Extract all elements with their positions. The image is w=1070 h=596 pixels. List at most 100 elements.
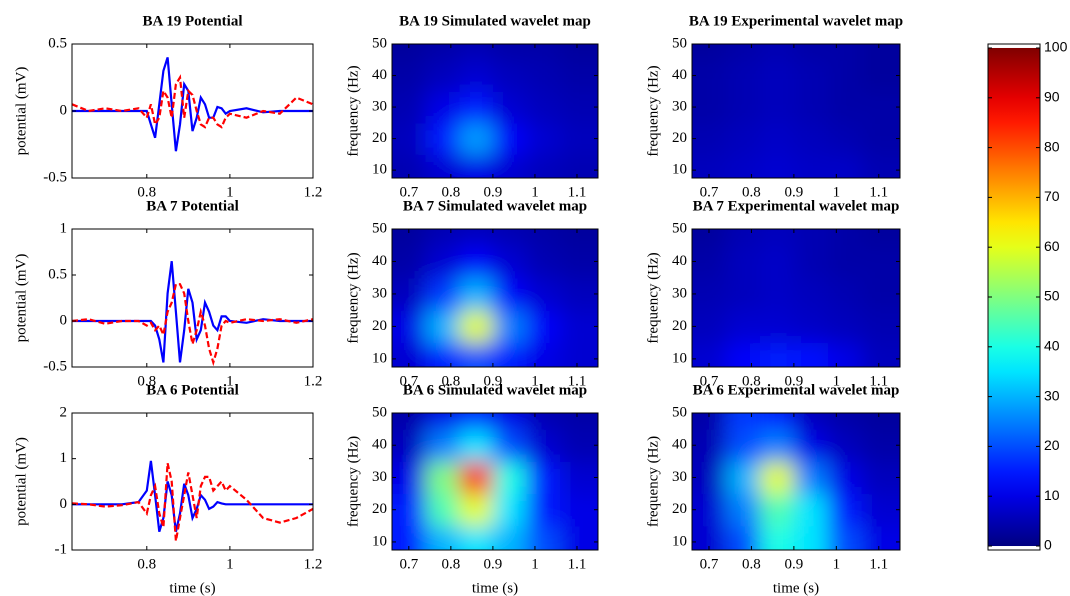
heatmap-area — [692, 44, 900, 178]
y-tick-label: 20 — [372, 501, 387, 517]
y-axis-label: frequency (Hz) — [345, 436, 361, 527]
y-tick-label: 40 — [372, 437, 387, 453]
x-tick-label: 1 — [833, 184, 841, 200]
colorbar-tick-label: 60 — [1044, 238, 1060, 254]
x-tick-label: 0.8 — [441, 373, 460, 389]
y-tick-label: 0 — [60, 496, 68, 512]
heatmap-cell — [492, 413, 528, 430]
y-axis-label: frequency (Hz) — [645, 252, 661, 343]
y-tick-label: 20 — [372, 130, 387, 146]
heatmap-cell — [861, 429, 900, 462]
heatmap-cell — [560, 525, 598, 550]
x-tick-label: 0.9 — [785, 184, 804, 200]
y-tick-label: 2 — [60, 404, 68, 420]
heatmap-cell — [759, 229, 795, 246]
heatmap-cell — [759, 461, 795, 495]
heatmap-cell — [793, 493, 829, 527]
heatmap-cell — [425, 229, 460, 246]
y-tick-label: 0.5 — [48, 266, 67, 282]
colorbar-tick-label: 50 — [1044, 288, 1060, 304]
heatmap-cell — [459, 154, 494, 178]
heatmap-cell — [692, 44, 727, 61]
heatmap-cell — [492, 44, 528, 61]
heatmap-cell — [793, 413, 829, 430]
heatmap-cell — [425, 429, 460, 462]
heatmap-cell — [459, 461, 494, 495]
heatmap-cell — [759, 59, 795, 92]
heatmap-cell — [759, 154, 795, 178]
heatmap-cell — [827, 277, 863, 311]
heatmap-cells — [392, 44, 598, 178]
heatmap-cell — [861, 310, 900, 344]
y-tick-label: -0.5 — [43, 358, 67, 374]
heatmap-cell — [827, 493, 863, 527]
heatmap-cell — [759, 310, 795, 344]
heatmap-cell — [560, 461, 598, 495]
heatmap-cell — [492, 229, 528, 246]
heatmap-cell — [526, 59, 561, 92]
heatmap-cell — [560, 310, 598, 344]
heatmap-area — [392, 229, 598, 367]
heatmap-cell — [425, 122, 460, 155]
x-tick-label: 0.8 — [137, 556, 156, 572]
x-tick-label: 1.1 — [568, 184, 587, 200]
heatmap-cell — [392, 342, 427, 367]
heatmap-cell — [492, 122, 528, 155]
heatmap-cell — [827, 461, 863, 495]
heatmap-cell — [827, 342, 863, 367]
heatmap-cell — [459, 413, 494, 430]
heatmap-cell — [861, 342, 900, 367]
heatmap-cell — [425, 493, 460, 527]
heatmap-cell — [725, 91, 761, 124]
heatmap-cell — [692, 342, 727, 367]
heatmap-cell — [492, 429, 528, 462]
heatmap-cell — [692, 461, 727, 495]
panel-title: BA 7 Experimental wavelet map — [693, 198, 900, 214]
heatmap-cell — [827, 91, 863, 124]
heatmap-cell — [492, 525, 528, 550]
panel-title: BA 19 Potential — [143, 13, 243, 29]
heatmap-cell — [692, 525, 727, 550]
heatmap-cell — [725, 342, 761, 367]
heatmap-cell — [861, 277, 900, 311]
axes-box — [71, 228, 314, 368]
panel-title: BA 19 Experimental wavelet map — [689, 13, 903, 29]
heatmap-cell — [793, 461, 829, 495]
heatmap-cell — [725, 245, 761, 279]
heatmap-cell — [526, 154, 561, 178]
x-tick-label: 0.7 — [399, 184, 418, 200]
heatmap-cell — [526, 310, 561, 344]
heatmap-cell — [526, 229, 561, 246]
heatmap-cell — [392, 461, 427, 495]
heatmap-cell — [425, 245, 460, 279]
heatmap-cell — [827, 122, 863, 155]
y-tick-label: 30 — [672, 469, 687, 485]
heatmap-cell — [861, 245, 900, 279]
heatmap-cell — [560, 229, 598, 246]
y-tick-label: 10 — [672, 533, 687, 549]
heatmap-cell — [392, 413, 427, 430]
panel-title: BA 6 Experimental wavelet map — [693, 382, 900, 398]
heatmap-cell — [459, 342, 494, 367]
heatmap-cells — [392, 229, 598, 367]
colorbar-tick-label: 20 — [1044, 437, 1060, 453]
heatmap-cell — [425, 277, 460, 311]
heatmap-cell — [861, 91, 900, 124]
y-axis-label: potential (mV) — [13, 437, 29, 526]
heatmap-cell — [827, 229, 863, 246]
heatmap-cells — [692, 413, 900, 550]
heatmap-cell — [560, 277, 598, 311]
heatmap-cell — [392, 310, 427, 344]
heatmap-cell — [759, 493, 795, 527]
heatmap-cells — [692, 44, 900, 178]
series-line — [72, 460, 313, 533]
y-tick-label: 10 — [372, 162, 387, 178]
y-tick-label: 50 — [672, 220, 687, 236]
heatmap-cell — [759, 277, 795, 311]
heatmap-cell — [392, 91, 427, 124]
heatmap-cell — [827, 310, 863, 344]
y-axis-label: potential (mV) — [13, 254, 29, 343]
y-tick-label: 50 — [372, 35, 387, 51]
heatmap-cell — [392, 229, 427, 246]
